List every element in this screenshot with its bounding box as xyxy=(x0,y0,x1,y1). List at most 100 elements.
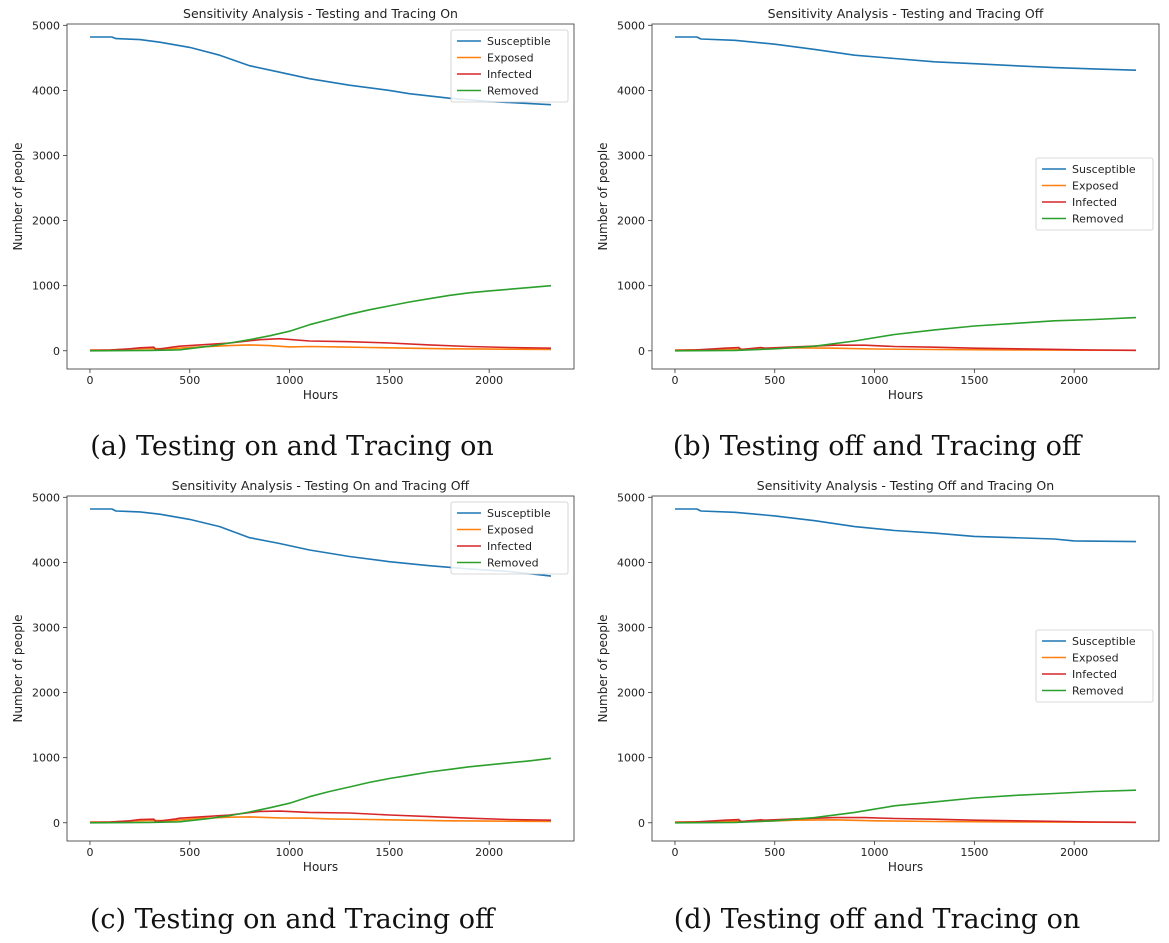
y-tick-label: 3000 xyxy=(617,621,645,634)
y-axis-label: Number of people xyxy=(596,614,610,722)
caption-b: (b) Testing off and Tracing off xyxy=(672,431,1082,462)
y-tick-label: 1000 xyxy=(617,752,645,765)
chart-panel-c: Sensitivity Analysis - Testing On and Tr… xyxy=(0,472,584,943)
legend-box xyxy=(1035,629,1154,703)
plot-frame xyxy=(66,495,575,842)
y-axis-label: Number of people xyxy=(11,142,25,250)
y-tick-label: 4000 xyxy=(617,556,645,569)
legend: Susceptible Exposed Infected Removed xyxy=(1035,629,1154,703)
series-line-exposed xyxy=(674,347,1137,352)
chart-a: Sensitivity Analysis - Testing and Traci… xyxy=(11,6,575,402)
x-tick-label: 1500 xyxy=(375,846,403,859)
series-line-removed xyxy=(674,316,1137,352)
legend-box xyxy=(1035,157,1154,231)
series-line-susceptible xyxy=(675,508,1137,543)
x-tick-label: 2000 xyxy=(1060,846,1088,859)
chart-d: Sensitivity Analysis - Testing Off and T… xyxy=(596,478,1160,874)
x-tick-label: 0 xyxy=(86,374,93,387)
y-tick-label: 0 xyxy=(53,817,60,830)
y-tick-label: 3000 xyxy=(617,149,645,162)
chart-panel-d: Sensitivity Analysis - Testing Off and T… xyxy=(585,472,1169,943)
series-line-susceptible xyxy=(90,36,552,106)
legend-label: Exposed xyxy=(1072,652,1119,665)
chart-title: Sensitivity Analysis - Testing Off and T… xyxy=(757,478,1054,493)
y-tick-label: 2000 xyxy=(32,687,60,700)
x-tick-label: 0 xyxy=(671,846,678,859)
legend-label: Infected xyxy=(1072,196,1117,209)
plot-frame xyxy=(651,23,1160,370)
x-tick-label: 500 xyxy=(179,846,200,859)
y-tick-label: 1000 xyxy=(32,280,60,293)
x-axis-label: Hours xyxy=(888,860,923,874)
series-line-removed xyxy=(89,284,552,352)
y-tick-label: 2000 xyxy=(617,687,645,700)
y-tick-label: 2000 xyxy=(32,215,60,228)
x-tick-label: 1500 xyxy=(960,846,988,859)
y-tick-label: 1000 xyxy=(32,752,60,765)
x-axis-label: Hours xyxy=(303,860,338,874)
x-tick-label: 1000 xyxy=(276,846,304,859)
chart-title: Sensitivity Analysis - Testing and Traci… xyxy=(768,6,1044,21)
legend-label: Susceptible xyxy=(487,507,551,520)
legend-label: Removed xyxy=(1072,685,1124,698)
legend-label: Susceptible xyxy=(1072,635,1136,648)
legend: Susceptible Exposed Infected Removed xyxy=(450,29,569,103)
series-line-susceptible xyxy=(90,508,552,577)
x-tick-label: 1000 xyxy=(861,374,889,387)
plot-frame xyxy=(651,495,1160,842)
chart-title: Sensitivity Analysis - Testing On and Tr… xyxy=(172,478,470,493)
y-tick-label: 5000 xyxy=(32,491,60,504)
x-tick-label: 0 xyxy=(86,846,93,859)
series-line-removed xyxy=(89,757,552,824)
y-tick-label: 5000 xyxy=(32,19,60,32)
legend-label: Removed xyxy=(487,557,539,570)
y-axis-label: Number of people xyxy=(11,614,25,722)
y-axis-label: Number of people xyxy=(596,142,610,250)
x-tick-label: 0 xyxy=(671,374,678,387)
x-tick-label: 1000 xyxy=(276,374,304,387)
series-line-exposed xyxy=(89,344,552,351)
legend: Susceptible Exposed Infected Removed xyxy=(1035,157,1154,231)
caption-d: (d) Testing off and Tracing on xyxy=(673,904,1081,935)
legend-label: Removed xyxy=(487,85,539,98)
y-tick-label: 0 xyxy=(638,345,645,358)
legend-label: Infected xyxy=(1072,668,1117,681)
y-tick-label: 4000 xyxy=(32,556,60,569)
x-tick-label: 1500 xyxy=(375,374,403,387)
legend: Susceptible Exposed Infected Removed xyxy=(450,501,569,575)
legend-box xyxy=(450,29,569,103)
legend-label: Removed xyxy=(1072,213,1124,226)
legend-box xyxy=(450,501,569,575)
legend-label: Susceptible xyxy=(1072,163,1136,176)
chart-b: Sensitivity Analysis - Testing and Traci… xyxy=(596,6,1160,402)
x-tick-label: 500 xyxy=(179,374,200,387)
y-tick-label: 0 xyxy=(638,817,645,830)
y-tick-label: 3000 xyxy=(32,149,60,162)
x-tick-label: 2000 xyxy=(475,374,503,387)
caption-c: (c) Testing on and Tracing off xyxy=(89,904,495,935)
series-line-exposed xyxy=(89,816,552,823)
x-tick-label: 2000 xyxy=(1060,374,1088,387)
y-tick-label: 1000 xyxy=(617,280,645,293)
caption-a: (a) Testing on and Tracing on xyxy=(90,431,494,462)
chart-title: Sensitivity Analysis - Testing and Traci… xyxy=(183,6,458,21)
legend-label: Infected xyxy=(487,68,532,81)
y-tick-label: 5000 xyxy=(617,19,645,32)
y-tick-label: 0 xyxy=(53,345,60,358)
y-tick-label: 4000 xyxy=(617,84,645,97)
y-tick-label: 2000 xyxy=(617,215,645,228)
x-axis-label: Hours xyxy=(303,388,338,402)
y-tick-label: 4000 xyxy=(32,84,60,97)
x-axis-label: Hours xyxy=(888,388,923,402)
chart-panel-a: Sensitivity Analysis - Testing and Traci… xyxy=(0,0,584,471)
series-line-exposed xyxy=(674,819,1137,824)
y-tick-label: 3000 xyxy=(32,621,60,634)
x-tick-label: 2000 xyxy=(475,846,503,859)
legend-label: Exposed xyxy=(1072,180,1119,193)
x-tick-label: 1000 xyxy=(861,846,889,859)
series-line-removed xyxy=(674,789,1137,824)
chart-panel-b: Sensitivity Analysis - Testing and Traci… xyxy=(585,0,1169,471)
x-tick-label: 1500 xyxy=(960,374,988,387)
plot-frame xyxy=(66,23,575,370)
x-tick-label: 500 xyxy=(764,374,785,387)
